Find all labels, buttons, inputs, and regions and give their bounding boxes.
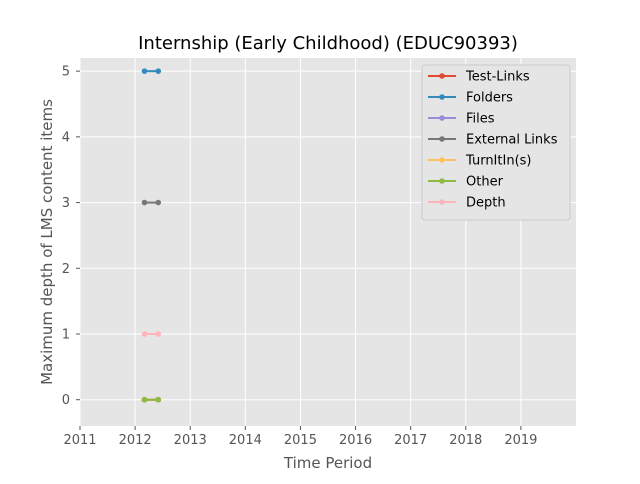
data-point-folders <box>141 68 148 74</box>
legend-marker <box>439 73 445 79</box>
legend-item-turnitin-s: TurnItIn(s) <box>428 154 531 169</box>
x-tick-label: 2014 <box>229 433 262 448</box>
data-point-external-links <box>155 199 162 206</box>
y-tick-label: 1 <box>62 328 70 343</box>
legend: Test-Links Folders Files External Links Turn… <box>421 64 571 221</box>
series-depth <box>141 331 162 337</box>
y-tick-label: 5 <box>62 65 70 80</box>
legend-marker <box>439 178 445 184</box>
x-axis-ticks: 2011 2012 2013 2014 2015 2016 2017 2018 2019 <box>63 426 537 448</box>
data-point-other <box>141 396 148 403</box>
series-layer <box>141 68 162 403</box>
data-point-external-links <box>141 199 148 206</box>
legend-marker <box>439 157 445 163</box>
legend-item-folders: Folders <box>428 91 513 106</box>
series-external-links <box>141 199 162 206</box>
y-tick-label: 3 <box>62 196 70 211</box>
data-point-depth <box>141 331 148 337</box>
legend-item-other: Other <box>428 175 504 190</box>
data-point-depth <box>155 331 162 337</box>
x-tick-label: 2018 <box>449 433 482 448</box>
x-tick-label: 2012 <box>119 433 152 448</box>
y-tick-label: 0 <box>62 393 70 408</box>
x-tick-label: 2015 <box>284 433 317 448</box>
legend-item-test-links: Test-Links <box>428 70 530 85</box>
data-point-other <box>155 396 162 403</box>
legend-item-external-links: External Links <box>428 133 558 148</box>
x-tick-label: 2011 <box>63 433 96 448</box>
legend-marker <box>439 94 445 100</box>
data-point-folders <box>155 68 162 74</box>
y-tick-label: 4 <box>62 130 70 145</box>
legend-marker <box>439 115 445 121</box>
x-tick-label: 2019 <box>504 433 537 448</box>
legend-marker <box>439 199 445 205</box>
legend-label: External Links <box>466 133 558 148</box>
series-other <box>141 396 162 403</box>
legend-label: Folders <box>466 91 513 106</box>
legend-item-depth: Depth <box>428 196 506 211</box>
legend-item-files: Files <box>428 112 495 127</box>
y-tick-label: 2 <box>62 262 70 277</box>
x-tick-label: 2017 <box>394 433 427 448</box>
y-axis-ticks: 0 1 2 3 4 5 <box>62 65 80 408</box>
legend-label: Files <box>466 112 495 127</box>
y-axis-label: Maximum depth of LMS content items <box>38 99 56 385</box>
chart-title: Internship (Early Childhood) (EDUC90393) <box>138 33 518 54</box>
x-tick-label: 2013 <box>174 433 207 448</box>
legend-label: TurnItIn(s) <box>465 154 531 169</box>
legend-label: Test-Links <box>465 70 530 85</box>
legend-label: Depth <box>466 196 506 211</box>
x-axis-label: Time Period <box>283 454 372 472</box>
legend-marker <box>439 136 445 142</box>
x-tick-label: 2016 <box>339 433 372 448</box>
legend-box <box>421 64 571 221</box>
series-folders <box>141 68 162 74</box>
legend-label: Other <box>466 175 504 190</box>
